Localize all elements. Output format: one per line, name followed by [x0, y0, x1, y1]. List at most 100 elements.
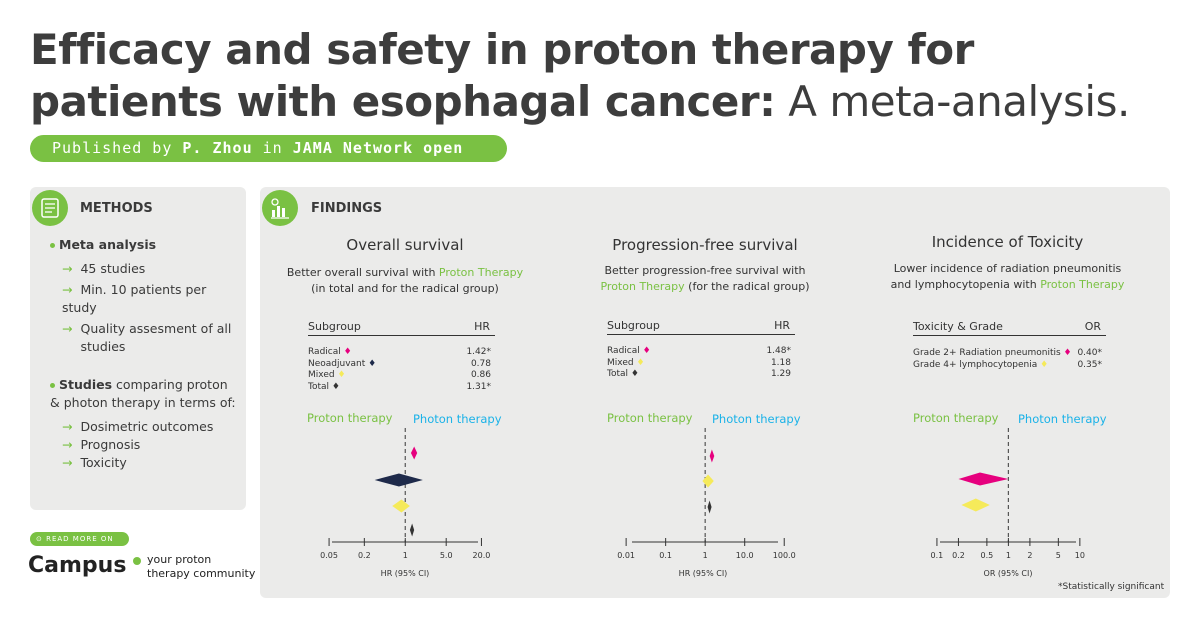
bullet-icon	[50, 383, 55, 388]
method-sub: → Prognosis	[62, 437, 141, 452]
table-row: Grade 2+ Radiation pneumonitis ♦ 0.40*	[913, 348, 1106, 358]
diamond-icon: ♦	[639, 346, 651, 356]
row-value: 1.31*	[466, 381, 491, 392]
table-row: Grade 4+ lymphocytopenia ♦ 0.35*	[913, 360, 1106, 370]
table-row: Total ♦ 1.29	[607, 369, 795, 379]
panel-title: Progression-free survival	[612, 236, 798, 254]
arrow-icon: →	[62, 455, 73, 470]
tick-label: 10	[1075, 551, 1085, 560]
tick-label: 0.1	[931, 551, 944, 560]
diamond-icon: ♦	[628, 369, 639, 379]
photon-label: Photon therapy	[712, 412, 801, 426]
axis-label: HR (95% CI)	[380, 569, 430, 578]
methods-list: Meta analysis → 45 studies → Min. 10 patie…	[50, 236, 240, 472]
table-row: Neoadjuvant ♦ 0.78	[308, 359, 495, 369]
tick-label: 1	[1006, 551, 1011, 560]
panel-description: Better progression-free survival with Pro…	[600, 264, 810, 293]
forest-diamond	[958, 472, 1009, 486]
row-label: Grade 2+ Radiation pneumonitis	[913, 348, 1061, 358]
campus-logo[interactable]: Campus	[28, 553, 127, 578]
published-prefix: Published by	[52, 139, 183, 157]
forest-diamond	[374, 473, 423, 487]
row-label: Neoadjuvant	[308, 358, 366, 369]
table-row: Radical ♦ 1.42*	[308, 347, 495, 357]
arrow-icon: →	[62, 321, 73, 336]
forest-plot-toxicity: 0.1 0.2 0.5 1 2 5 10	[931, 428, 1085, 560]
forest-diamond	[702, 474, 714, 488]
diamond-icon: ♦	[633, 357, 645, 368]
tick-label: 20.0	[473, 551, 491, 560]
published-banner: Published by P. Zhou in JAMA Network ope…	[30, 135, 507, 162]
forest-diamond	[961, 498, 990, 512]
findings-heading: FINDINGS	[311, 201, 383, 216]
photon-label: Photon therapy	[413, 412, 502, 426]
forest-plot-overall-survival: 0.05 0.2 1 5.0 20.0	[320, 428, 491, 560]
table-row: Total ♦ 1.31*	[308, 382, 495, 392]
diamond-icon: ♦	[1037, 360, 1049, 370]
panel-title: Incidence of Toxicity	[931, 233, 1084, 251]
diamond-icon: ♦	[1060, 348, 1072, 358]
method-sub: → Toxicity	[62, 455, 127, 470]
row-value: 1.18	[770, 357, 791, 368]
tick-label: 2	[1027, 551, 1032, 560]
row-value: 0.35*	[1077, 360, 1102, 370]
axis-label: HR (95% CI)	[678, 569, 728, 578]
logo-dot-icon	[133, 557, 141, 565]
axis-label: OR (95% CI)	[983, 569, 1033, 578]
method-sub: → Quality assesment of all studies	[62, 321, 232, 354]
tick-label: 1	[403, 551, 408, 560]
published-author: P. Zhou	[182, 139, 253, 157]
diamond-icon: ♦	[340, 347, 352, 357]
diamond-icon: ♦	[334, 370, 346, 380]
methods-panel	[30, 187, 246, 510]
published-mid: in	[252, 139, 293, 157]
forest-diamond	[409, 523, 415, 537]
diamond-icon: ♦	[329, 381, 340, 392]
panel-title: Overall survival	[346, 236, 464, 254]
method-item-1: Meta analysis	[50, 236, 240, 254]
photon-label: Photon therapy	[1018, 412, 1107, 426]
methods-heading: METHODS	[80, 201, 153, 216]
published-journal: JAMA Network open	[292, 139, 464, 157]
tick-label: 5	[1056, 551, 1061, 560]
table-row: Mixed ♦ 1.18	[607, 358, 795, 368]
bullet-icon	[50, 243, 55, 248]
forest-diamond	[410, 446, 418, 460]
read-more-badge[interactable]: ⊙ READ MORE ON	[30, 532, 129, 546]
arrow-icon: →	[62, 261, 73, 276]
proton-label: Proton therapy	[607, 411, 693, 425]
footnote: *Statistically significant	[1058, 582, 1165, 592]
method-sub: → Min. 10 patients per study	[62, 282, 207, 315]
row-label: Radical	[308, 347, 341, 357]
row-label: Total	[308, 381, 330, 392]
method-item-2: Studies comparing proton & photon therap…	[50, 377, 236, 410]
diamond-icon: ♦	[365, 358, 377, 369]
tagline: your proton therapy community	[147, 553, 256, 580]
method-item-1-label: Meta analysis	[59, 237, 157, 252]
forest-diamond	[709, 449, 715, 463]
tick-label: 100.0	[773, 551, 796, 560]
row-label: Total	[607, 369, 629, 379]
forest-plot-progression-free: 0.01 0.1 1 10.0 100.0	[617, 428, 796, 560]
row-value: 0.40*	[1077, 348, 1102, 358]
proton-label: Proton therapy	[913, 411, 999, 425]
table-row: Mixed ♦ 0.86	[308, 370, 495, 380]
method-sub: → Dosimetric outcomes	[62, 419, 214, 434]
tick-label: 1	[703, 551, 708, 560]
panel-description: Lower incidence of radiation pneumonitis…	[890, 262, 1125, 291]
findings-icon	[262, 190, 298, 226]
tick-label: 0.2	[358, 551, 371, 560]
method-sub: → 45 studies	[62, 261, 146, 276]
forest-diamond	[392, 499, 410, 513]
arrow-icon: →	[62, 419, 73, 434]
arrow-icon: →	[62, 282, 73, 297]
row-label: Radical	[607, 346, 640, 356]
tick-label: 0.1	[659, 551, 672, 560]
row-value: 0.86	[470, 370, 491, 380]
tick-label: 0.01	[617, 551, 635, 560]
row-value: 1.42*	[466, 347, 491, 357]
play-icon: ⊙	[36, 535, 47, 543]
tick-label: 10.0	[736, 551, 754, 560]
tick-label: 0.5	[981, 551, 994, 560]
tick-label: 0.05	[320, 551, 338, 560]
